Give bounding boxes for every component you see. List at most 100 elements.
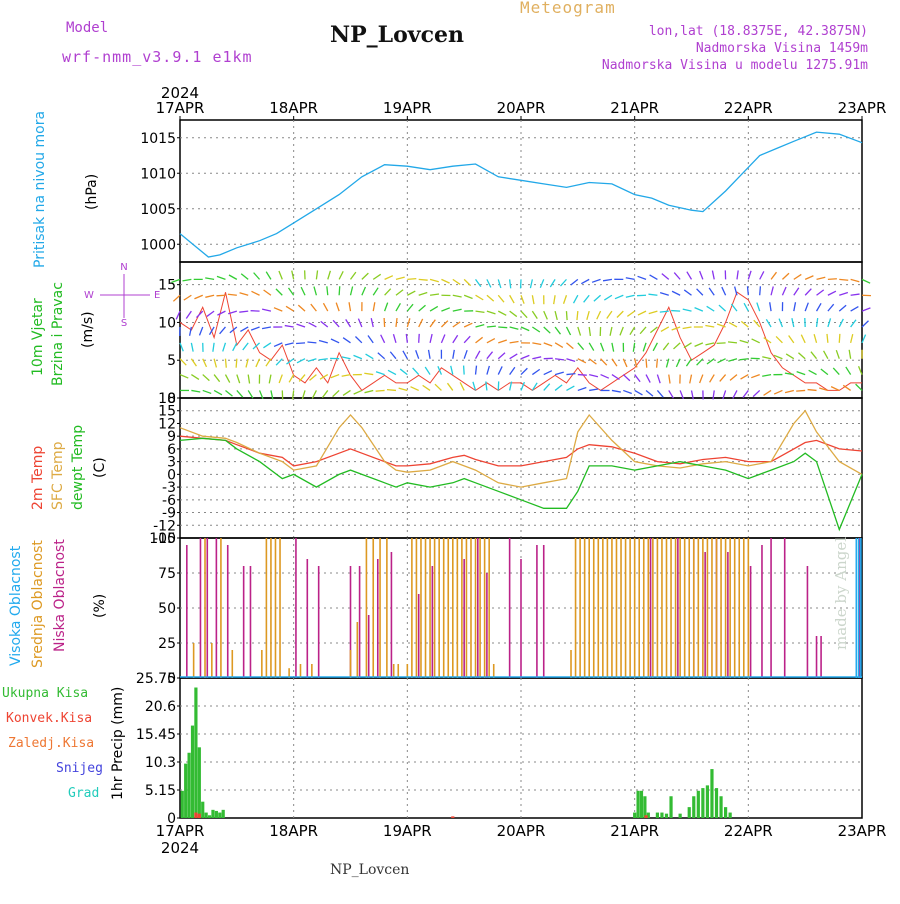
wind-arrow bbox=[798, 353, 805, 359]
wind-arrow bbox=[831, 387, 839, 391]
wind-arrow bbox=[376, 372, 385, 375]
wind-arrow bbox=[814, 334, 816, 343]
precip-bar-ukupna-kisa bbox=[660, 813, 663, 818]
wind-arrow bbox=[566, 311, 567, 320]
wind-arrow bbox=[821, 369, 828, 375]
wind-arrow bbox=[635, 390, 643, 394]
precip-bar-ukupna-kisa bbox=[636, 791, 639, 818]
wind-arrow bbox=[587, 311, 589, 320]
wind-arrow bbox=[862, 279, 870, 283]
wind-arrow bbox=[342, 357, 351, 359]
wind-arrow bbox=[308, 359, 317, 362]
wind-arrow bbox=[797, 372, 806, 375]
wind-arrow bbox=[217, 311, 225, 315]
wind-arrow bbox=[650, 275, 658, 279]
wind-arrow bbox=[566, 386, 574, 390]
wind-ytick-label: 5 bbox=[167, 353, 176, 369]
wind-arrow bbox=[487, 279, 491, 287]
wind-arrow bbox=[690, 375, 692, 384]
wind-arrow bbox=[173, 295, 180, 301]
wind-arrow bbox=[396, 303, 400, 311]
wind-arrow bbox=[794, 288, 799, 295]
wind-arrow bbox=[510, 327, 519, 329]
wind-arrow bbox=[843, 385, 850, 390]
wind-arrow bbox=[196, 311, 202, 317]
wind-arrow bbox=[476, 337, 483, 343]
wind-arrow bbox=[333, 320, 339, 327]
altitude-text: Nadmorska Visina 1459m bbox=[696, 41, 868, 56]
wind-arrow bbox=[343, 390, 350, 395]
wind-arrow bbox=[566, 327, 570, 335]
wind-arrow bbox=[464, 366, 465, 375]
wind-arrow bbox=[225, 375, 229, 383]
coords-text: lon,lat (18.8375E, 42.3875N) bbox=[649, 24, 868, 39]
wind-arrow bbox=[705, 325, 714, 327]
temp-2m-label: 2m Temp bbox=[30, 446, 46, 510]
wind-arrow bbox=[186, 311, 191, 318]
wind-arrow bbox=[740, 340, 749, 342]
wind-arrow bbox=[263, 343, 271, 348]
wind-arrow bbox=[378, 353, 385, 359]
wind-arrow bbox=[441, 308, 449, 311]
wind-arrow bbox=[638, 276, 646, 279]
wind-arrow bbox=[390, 352, 396, 359]
precip-bar-ukupna-kisa bbox=[665, 814, 668, 818]
wind-arrow bbox=[686, 359, 691, 366]
wind-arrow bbox=[307, 342, 316, 343]
wind-arrow bbox=[532, 295, 534, 304]
wind-arrow bbox=[191, 375, 199, 380]
wind-arrow bbox=[839, 279, 848, 280]
wind-arrow bbox=[566, 359, 575, 362]
wind-arrow bbox=[407, 291, 415, 295]
wind-arrow bbox=[643, 343, 646, 352]
wind-arrow bbox=[205, 278, 214, 280]
wind-arrow bbox=[674, 273, 680, 280]
wind-arrow bbox=[190, 327, 192, 336]
wind-arrow bbox=[683, 327, 692, 329]
wind-arrow bbox=[319, 340, 328, 342]
wind-arrow bbox=[753, 390, 760, 396]
wind-arrow bbox=[811, 352, 817, 359]
wind-arrow bbox=[254, 273, 260, 280]
wind-arrow bbox=[510, 279, 511, 288]
wind-arrow bbox=[207, 311, 214, 316]
wind-arrow bbox=[684, 343, 692, 348]
wind-arrow bbox=[660, 311, 669, 312]
wind-arrow bbox=[521, 311, 527, 318]
wind-arrow bbox=[760, 286, 761, 295]
wind-arrow bbox=[327, 286, 328, 295]
wind-arrow bbox=[510, 311, 517, 316]
wind-arrow bbox=[661, 327, 669, 331]
wind-arrow bbox=[808, 390, 817, 391]
wind-arrow bbox=[354, 355, 362, 358]
wind-arrow bbox=[785, 390, 794, 392]
wind-arrow bbox=[368, 336, 373, 343]
wind-arrow bbox=[683, 309, 692, 311]
wind-arrow bbox=[387, 390, 396, 391]
wind-arrow bbox=[296, 343, 305, 344]
wind-arrow bbox=[757, 303, 760, 312]
wind-arrow bbox=[669, 375, 670, 384]
wind-arrow bbox=[771, 272, 776, 279]
wind-arrow bbox=[239, 311, 248, 312]
wind-arrow bbox=[612, 390, 621, 392]
wind-arrow bbox=[498, 295, 504, 302]
cloud-ytick-label: 50 bbox=[158, 601, 176, 617]
time-label-top: 18APR bbox=[269, 99, 318, 117]
precip-bar-ukupna-kisa bbox=[692, 796, 695, 818]
wind-arrow bbox=[464, 295, 472, 298]
wind-arrow bbox=[771, 287, 773, 296]
wind-arrow bbox=[339, 271, 343, 279]
wind-arrow bbox=[554, 295, 555, 304]
precip-bar-ukupna-kisa bbox=[715, 788, 718, 818]
wind-arrow bbox=[205, 295, 214, 297]
wind-arrow bbox=[476, 366, 477, 375]
wind-arrow bbox=[355, 337, 361, 343]
wind-arrow bbox=[640, 327, 646, 334]
time-label-bottom: 21APR bbox=[610, 822, 659, 840]
wind-unit: (m/s) bbox=[80, 311, 96, 348]
wind-arrow bbox=[333, 390, 340, 396]
wind-arrow bbox=[574, 295, 578, 303]
wind-ytick-label: 15 bbox=[158, 278, 176, 294]
